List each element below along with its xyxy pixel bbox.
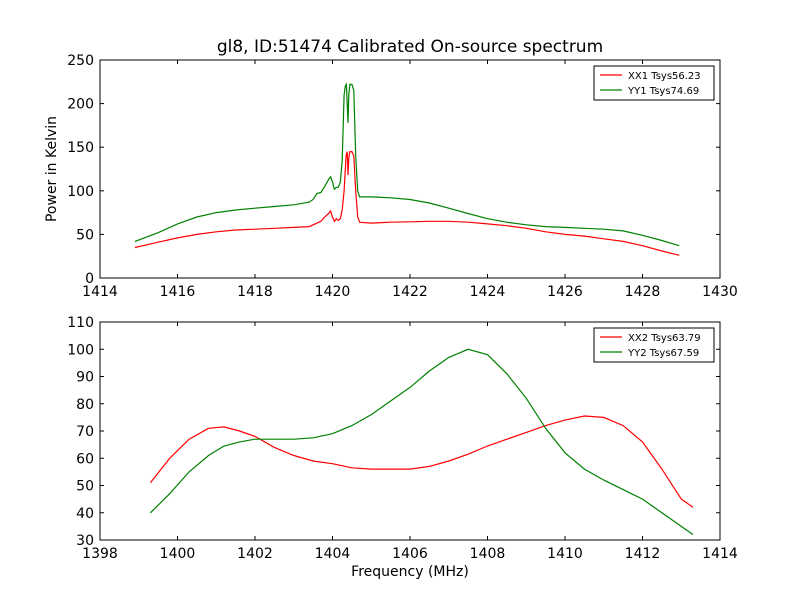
series-line-1 [149, 415, 694, 508]
x-tick-label: 1426 [547, 284, 583, 300]
x-tick-label: 1424 [470, 284, 506, 300]
x-axis-label: Frequency (MHz) [351, 564, 469, 580]
y-tick-label: 50 [76, 227, 94, 243]
spectrum-plot-1: 1414 1416 1418 1420 1422 1424 1426 1428 1430 0 50 1… [44, 53, 738, 300]
x-tick-label: 1398 [82, 546, 118, 562]
x-tick-label: 1422 [392, 284, 428, 300]
legend: XX2 Tsys63.79 YY2 Tsys67.59 [593, 327, 715, 363]
legend-label: XX2 Tsys63.79 [628, 333, 701, 344]
y-tick-label: 80 [76, 397, 94, 413]
x-tick-label: 1416 [160, 284, 196, 300]
series-line-1 [134, 151, 680, 256]
legend-box [593, 65, 715, 101]
legend: XX1 Tsys56.23 YY1 Tsys74.69 [593, 65, 715, 101]
x-tick-label: 1408 [470, 546, 506, 562]
x-tick-label: 1404 [315, 546, 351, 562]
x-tick-label: 1402 [237, 546, 273, 562]
y-tick-label: 50 [76, 479, 94, 495]
y-tick-label: 110 [67, 315, 94, 331]
spectrum-plot-2: 1398 1400 1402 1404 1406 1408 1410 1412 1414 30 40… [67, 315, 738, 580]
x-tick-label: 1406 [392, 546, 428, 562]
y-tick-label: 40 [76, 506, 94, 522]
y-axis-label: Power in Kelvin [44, 116, 60, 222]
legend-box [593, 327, 715, 363]
legend-label: YY2 Tsys67.59 [627, 348, 699, 359]
series-line-2 [134, 82, 680, 247]
y-tick-label: 0 [85, 271, 94, 287]
x-tick-label: 1410 [547, 546, 583, 562]
x-tick-label: 1428 [625, 284, 661, 300]
x-tick-label: 1420 [315, 284, 351, 300]
x-tick-label: 1418 [237, 284, 273, 300]
legend-label: XX1 Tsys56.23 [628, 71, 701, 82]
y-tick-label: 90 [76, 370, 94, 386]
y-tick-label: 60 [76, 451, 94, 467]
y-tick-label: 100 [67, 342, 94, 358]
chart-title: gl8, ID:51474 Calibrated On-source spect… [217, 37, 603, 57]
x-tick-label: 1430 [702, 284, 738, 300]
y-tick-label: 150 [67, 140, 94, 156]
x-tick-label: 1414 [702, 546, 738, 562]
y-tick-label: 70 [76, 424, 94, 440]
x-tick-label: 1412 [625, 546, 661, 562]
series-line-2 [149, 348, 694, 535]
legend-label: YY1 Tsys74.69 [627, 86, 699, 97]
y-tick-label: 30 [76, 533, 94, 549]
x-tick-label: 1400 [160, 546, 196, 562]
y-tick-label: 200 [67, 97, 94, 113]
x-tick-label: 1414 [82, 284, 118, 300]
y-tick-label: 250 [67, 53, 94, 69]
y-tick-label: 100 [67, 184, 94, 200]
